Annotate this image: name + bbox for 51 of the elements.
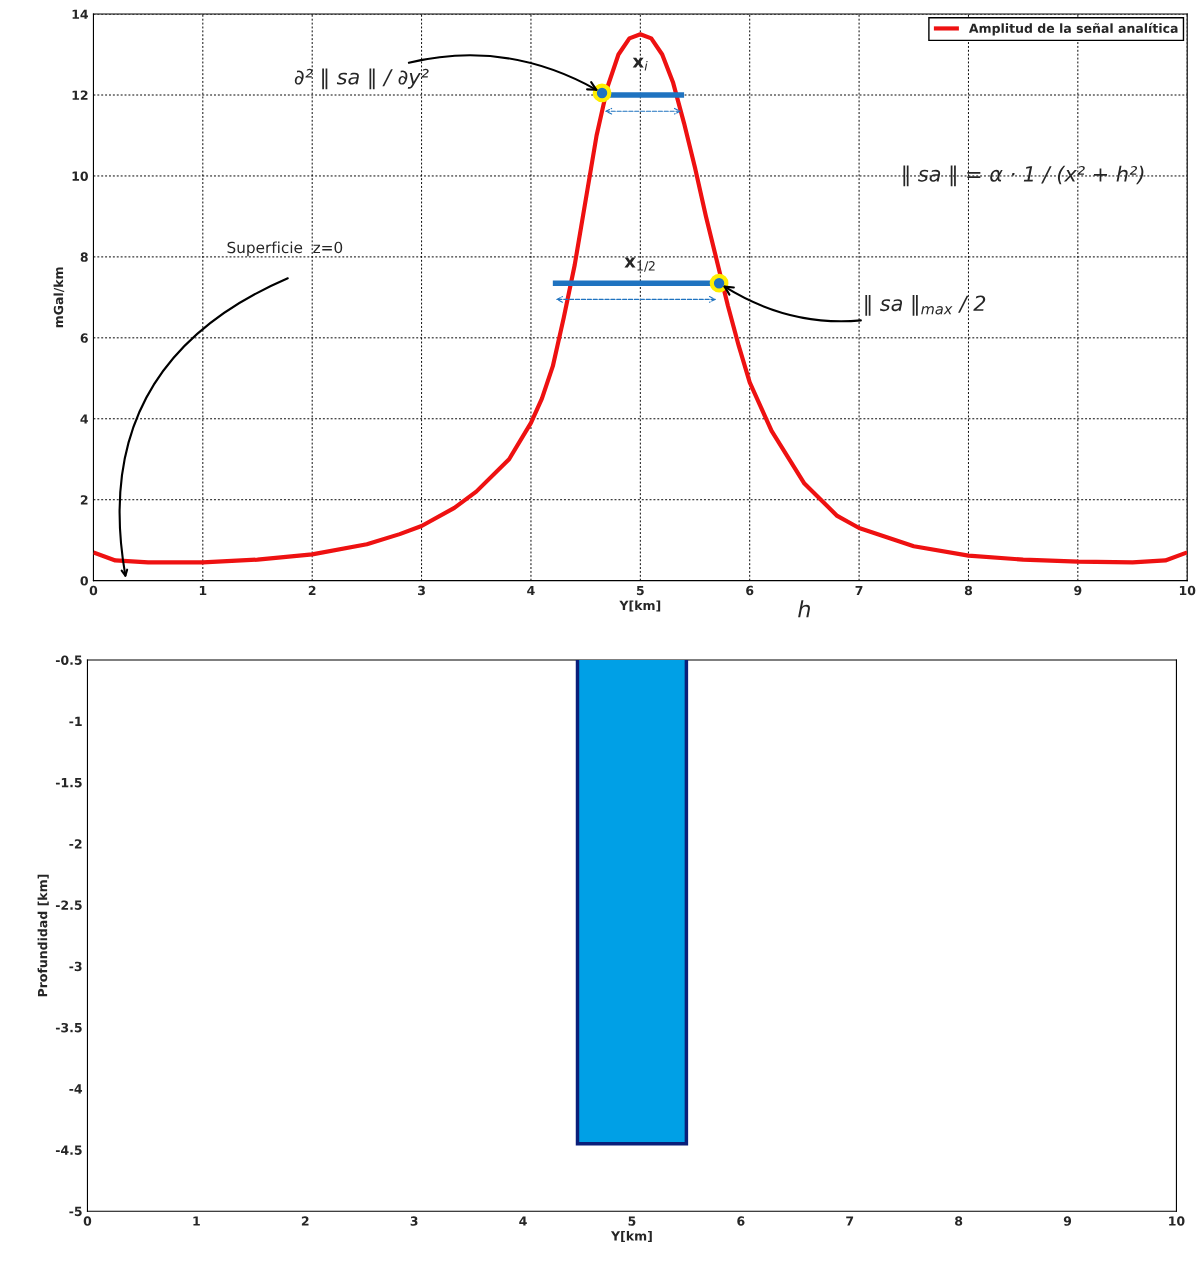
annotation: x$_{i}$ [632, 57, 648, 71]
x-tick-label: 8 [955, 1216, 963, 1226]
x-axis-title: Y[km] [610, 1230, 652, 1243]
y-tick-label: 14 [72, 9, 89, 19]
x-tick-label: 7 [846, 1216, 854, 1226]
y-tick-label: -2 [69, 839, 82, 849]
x-tick-label: 10 [1179, 585, 1196, 596]
x-tick-label: 9 [1074, 585, 1082, 596]
y-tick-label: -2.5 [55, 900, 82, 910]
x-tick-label: 4 [519, 1216, 527, 1226]
x-tick-label: 5 [636, 585, 644, 596]
y-tick-label: -3 [69, 961, 82, 972]
annotation: Superficie z=0 [227, 241, 343, 257]
x-tick-label: 4 [527, 585, 535, 596]
y-tick-label: -1.5 [55, 778, 82, 788]
x-tick-label: 6 [746, 585, 754, 596]
x-tick-label: 9 [1063, 1216, 1072, 1226]
x-tick-label: 6 [737, 1216, 745, 1226]
y-tick-label: 2 [80, 495, 88, 505]
y-tick-label: 10 [72, 171, 88, 181]
y-axis-title: mGal/km [53, 267, 65, 328]
y-tick-label: -1 [69, 716, 82, 726]
y-tick-label: -5 [69, 1206, 82, 1217]
y-tick-label: 12 [72, 90, 88, 100]
x-tick-label: 3 [418, 585, 425, 596]
x-tick-label: 8 [964, 585, 973, 596]
legend-label: Amplitud de la señal analítica [968, 22, 1178, 36]
x-tick-label: 0 [89, 585, 98, 596]
annotation: ‖ sa ‖$_{max}$ / 2 [865, 294, 986, 316]
annotation: x$_{1/2}$ [624, 257, 655, 272]
x-axis-title: Y[km] [619, 600, 661, 612]
x-tick-label: 7 [855, 585, 863, 596]
y-tick-label: 6 [80, 333, 88, 343]
x-tick-label: 1 [199, 585, 207, 596]
y-tick-label: 8 [80, 252, 88, 262]
x-tick-label: 2 [301, 1216, 309, 1226]
x-tick-label: 3 [410, 1216, 418, 1226]
annotation: ‖ sa ‖ = α · 1 / (x² + h²) [903, 165, 1144, 187]
y-tick-label: -4 [69, 1084, 83, 1094]
y-tick-label: -4.5 [55, 1145, 82, 1155]
x-tick-label: 10 [1169, 1216, 1185, 1226]
y-tick-label: -3.5 [55, 1022, 82, 1033]
x-tick-label: 1 [193, 1216, 200, 1226]
y-tick-label: 4 [80, 414, 89, 424]
text: h [798, 600, 810, 618]
x-tick-label: 5 [628, 1216, 636, 1226]
y-axis-title: Profundidad [km] [37, 874, 49, 997]
x-tick-label: 2 [308, 585, 316, 596]
y-tick-label: 0 [80, 576, 88, 586]
y-tick-label: -0.5 [55, 655, 82, 665]
annotation: ∂² ‖ sa ‖ / ∂y² [294, 68, 429, 90]
